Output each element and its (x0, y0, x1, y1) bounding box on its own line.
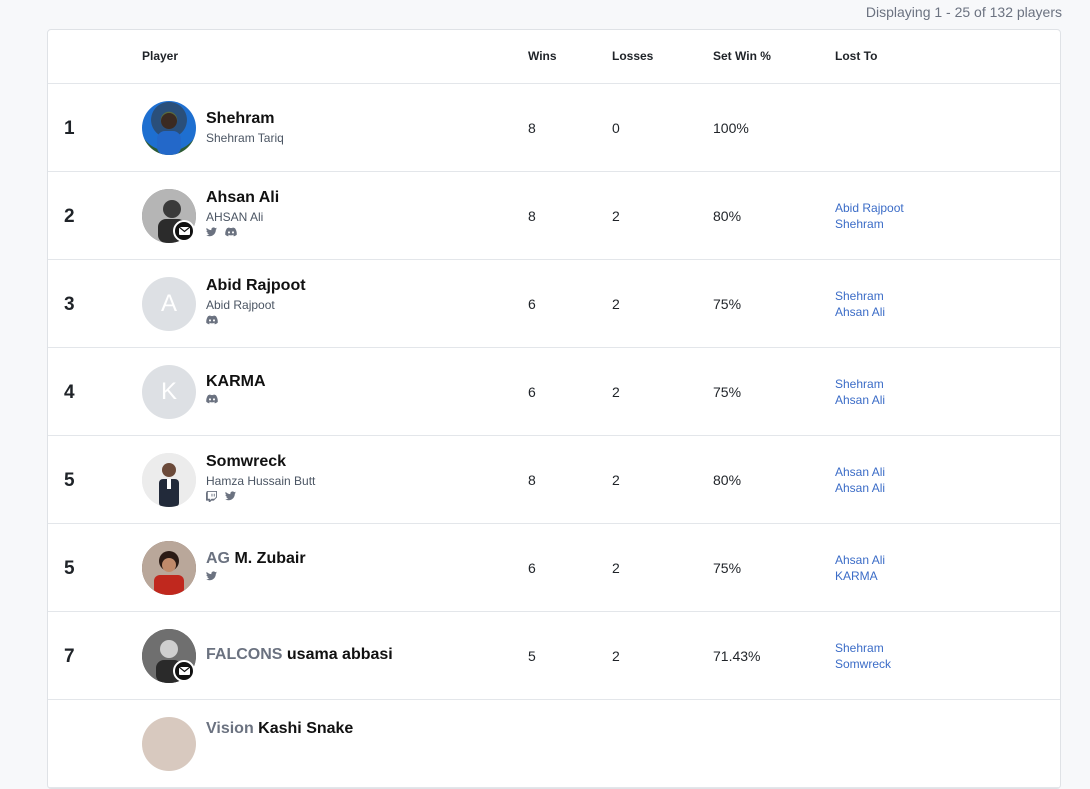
lost-to-link[interactable]: Shehram (835, 289, 884, 303)
losses-value: 2 (612, 560, 620, 576)
player-name[interactable]: Somwreck (206, 453, 287, 470)
lost-to-link[interactable]: Ahsan Ali (835, 465, 886, 479)
rank: 4 (64, 382, 75, 403)
table-row: 1 Shehram Shehram Tariq 8 0 100% (48, 84, 1060, 172)
player-name[interactable]: Abid Rajpoot (206, 277, 306, 294)
lost-to-list: Abid Rajpoot Shehram (835, 200, 904, 232)
losses-value: 2 (612, 472, 620, 488)
lost-to-link[interactable]: Ahsan Ali (835, 481, 886, 495)
email-verified-icon (173, 660, 195, 682)
discord-icon[interactable] (206, 315, 218, 325)
lost-to-list: Shehram Ahsan Ali (835, 288, 885, 320)
lost-to-link[interactable]: Somwreck (835, 657, 892, 671)
losses-value: 2 (612, 384, 620, 400)
wins-value: 6 (528, 384, 536, 400)
avatar[interactable]: A (142, 277, 196, 331)
losses-value: 2 (612, 648, 620, 664)
avatar[interactable] (142, 717, 196, 771)
results-count: Displaying 1 - 25 of 132 players (865, 4, 1062, 20)
wins-value: 6 (528, 296, 536, 312)
losses-value: 2 (612, 296, 620, 312)
player-real-name: Shehram Tariq (206, 131, 284, 145)
table-row: 7 FALCONS usama abbasi 5 2 71.43% Shehra… (48, 612, 1060, 700)
team-prefix: FALCONS (206, 646, 283, 663)
table-row: Vision Kashi Snake (48, 700, 1060, 788)
avatar[interactable] (142, 189, 196, 243)
rank: 1 (64, 118, 75, 139)
lost-to-link[interactable]: Ahsan Ali (835, 553, 886, 567)
avatar[interactable] (142, 453, 196, 507)
win-pct-value: 100% (713, 120, 749, 136)
col-set-win[interactable]: Set Win % (713, 49, 771, 63)
team-prefix: AG (206, 550, 230, 567)
player-name[interactable]: Shehram (206, 110, 275, 127)
rank: 2 (64, 206, 75, 227)
player-name[interactable]: Kashi Snake (258, 720, 354, 737)
rank: 5 (64, 470, 75, 491)
discord-icon[interactable] (206, 394, 218, 404)
twitter-icon[interactable] (206, 227, 217, 237)
player-name[interactable]: Ahsan Ali (206, 189, 280, 206)
lost-to-list: Ahsan Ali Ahsan Ali (835, 464, 885, 496)
lost-to-link[interactable]: Ahsan Ali (835, 305, 886, 319)
wins-value: 5 (528, 648, 536, 664)
player-name[interactable]: usama abbasi (286, 646, 393, 663)
lost-to-link[interactable]: Ahsan Ali (835, 393, 886, 407)
win-pct-value: 75% (713, 384, 742, 400)
team-prefix: Vision (206, 720, 254, 737)
wins-value: 8 (528, 208, 536, 224)
win-pct-value: 75% (713, 296, 742, 312)
win-pct-value: 80% (713, 208, 742, 224)
table-row: 5 AG M. Zubair 6 2 75% Ahsan Ali KARMA (48, 524, 1060, 612)
lost-to-link[interactable]: Abid Rajpoot (835, 201, 904, 215)
standings-table: Player Wins Losses Set Win % Lost To 1 S… (47, 29, 1061, 789)
player-real-name: AHSAN Ali (206, 210, 264, 224)
lost-to-link[interactable]: Shehram (835, 641, 884, 655)
wins-value: 6 (528, 560, 536, 576)
lost-to-list: Shehram Ahsan Ali (835, 376, 885, 408)
twitch-icon[interactable] (206, 491, 217, 502)
rank: 3 (64, 294, 75, 315)
table-header: Player Wins Losses Set Win % Lost To (48, 30, 1060, 84)
email-verified-icon (173, 220, 195, 242)
table-row: 3 A Abid Rajpoot Abid Rajpoot 6 2 75% Sh… (48, 260, 1060, 348)
player-real-name: Abid Rajpoot (206, 298, 275, 312)
win-pct-value: 71.43% (713, 648, 761, 664)
table-row: 2 Ahsan Ali AHSAN Ali 8 2 80% Abid Rajpo… (48, 172, 1060, 260)
win-pct-value: 75% (713, 560, 742, 576)
discord-icon[interactable] (225, 227, 237, 237)
rank: 5 (64, 558, 75, 579)
twitter-icon[interactable] (206, 571, 217, 581)
table-row: 4 K KARMA 6 2 75% Shehram Ahsan Ali (48, 348, 1060, 436)
losses-value: 2 (612, 208, 620, 224)
player-name[interactable]: M. Zubair (234, 550, 306, 567)
avatar[interactable] (142, 101, 196, 155)
rank: 7 (64, 646, 75, 667)
avatar[interactable] (142, 541, 196, 595)
player-real-name: Hamza Hussain Butt (206, 474, 316, 488)
wins-value: 8 (528, 120, 536, 136)
player-name[interactable]: KARMA (206, 373, 266, 390)
wins-value: 8 (528, 472, 536, 488)
avatar[interactable]: K (142, 365, 196, 419)
lost-to-link[interactable]: Shehram (835, 217, 884, 231)
lost-to-list: Shehram Somwreck (835, 640, 891, 672)
twitter-icon[interactable] (225, 491, 236, 501)
col-lost-to: Lost To (835, 49, 878, 63)
lost-to-link[interactable]: Shehram (835, 377, 884, 391)
lost-to-list: Ahsan Ali KARMA (835, 552, 885, 584)
win-pct-value: 80% (713, 472, 742, 488)
losses-value: 0 (612, 120, 620, 136)
col-wins[interactable]: Wins (528, 49, 557, 63)
col-player[interactable]: Player (142, 49, 179, 63)
lost-to-link[interactable]: KARMA (835, 569, 878, 583)
table-row: 5 Somwreck Hamza Hussain Butt 8 2 80% Ah… (48, 436, 1060, 524)
col-losses[interactable]: Losses (612, 49, 654, 63)
